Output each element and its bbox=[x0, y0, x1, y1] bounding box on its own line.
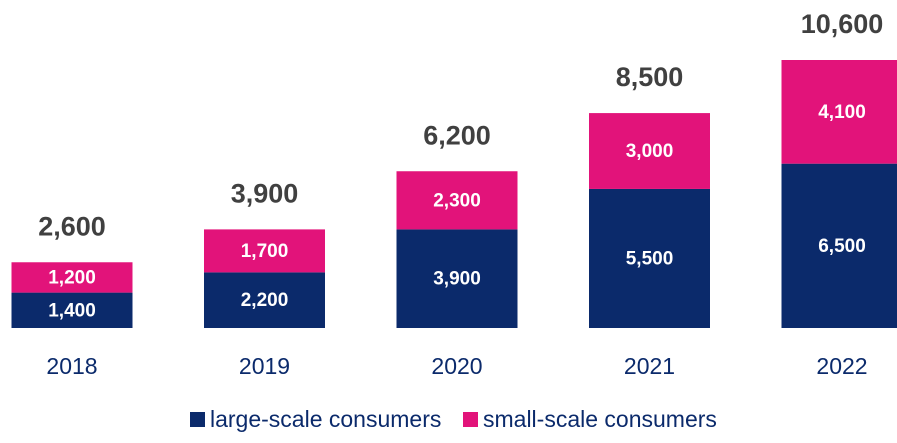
value-label: 1,200 bbox=[48, 267, 96, 288]
bar-segment bbox=[396, 229, 518, 328]
bar-segment bbox=[204, 272, 325, 328]
legend-label: large-scale consumers bbox=[210, 406, 441, 432]
value-label: 2,200 bbox=[241, 290, 289, 311]
total-label: 10,600 bbox=[801, 9, 884, 39]
bar-segment bbox=[11, 292, 133, 328]
value-label: 2,300 bbox=[433, 190, 481, 211]
total-label: 8,500 bbox=[616, 62, 684, 92]
total-label: 2,600 bbox=[38, 211, 106, 241]
value-label: 5,500 bbox=[626, 248, 674, 269]
value-label: 3,000 bbox=[626, 141, 674, 162]
x-tick-label: 2022 bbox=[816, 353, 867, 379]
bar-segment bbox=[781, 60, 897, 164]
total-label: 3,900 bbox=[231, 179, 299, 209]
value-label: 3,900 bbox=[433, 269, 481, 290]
value-label: 1,400 bbox=[48, 300, 96, 321]
x-tick-label: 2021 bbox=[624, 353, 675, 379]
bar-segment bbox=[781, 163, 897, 328]
x-tick-label: 2020 bbox=[431, 353, 482, 379]
x-tick-label: 2019 bbox=[239, 353, 290, 379]
bar-segment bbox=[396, 171, 518, 230]
bar-segment bbox=[204, 229, 325, 273]
value-label: 6,500 bbox=[818, 236, 866, 257]
legend-swatch bbox=[190, 412, 205, 427]
legend-label: small-scale consumers bbox=[483, 406, 717, 432]
bar-segment bbox=[11, 262, 133, 293]
legend-swatch bbox=[463, 412, 478, 427]
value-label: 1,700 bbox=[241, 241, 289, 262]
x-tick-label: 2018 bbox=[46, 353, 97, 379]
bar-segment bbox=[589, 188, 710, 328]
total-label: 6,200 bbox=[423, 120, 491, 150]
value-label: 4,100 bbox=[818, 102, 866, 123]
bar-segment bbox=[589, 113, 710, 189]
